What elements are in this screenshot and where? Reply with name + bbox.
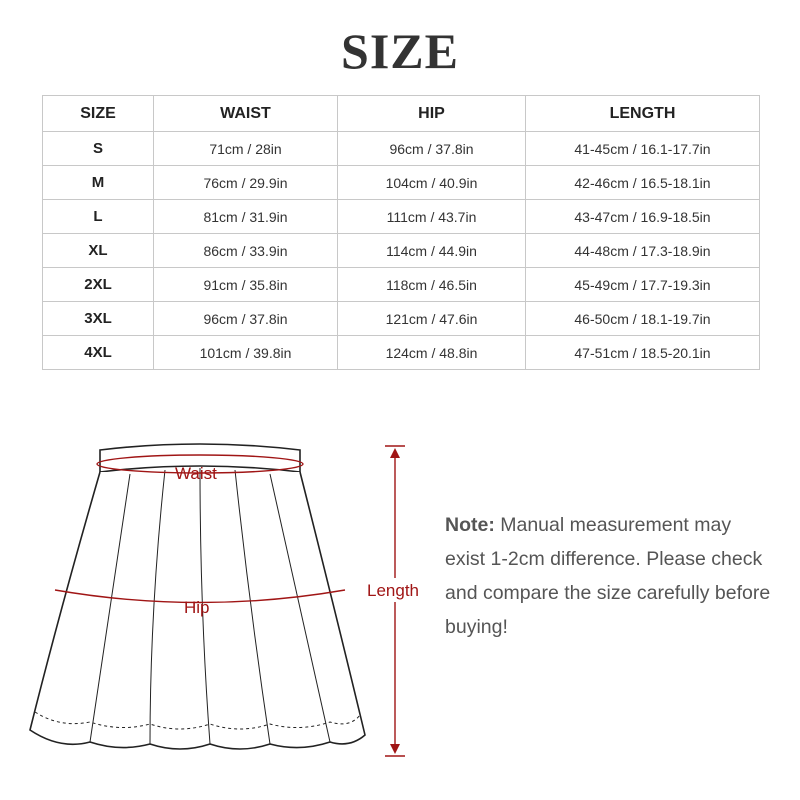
waist-measure-line [96, 454, 304, 474]
cell-size: 3XL [42, 301, 154, 336]
cell-length: 44-48cm / 17.3-18.9in [525, 233, 760, 268]
cell-waist: 76cm / 29.9in [153, 165, 338, 200]
cell-length: 42-46cm / 16.5-18.1in [525, 165, 760, 200]
cell-hip: 121cm / 47.6in [337, 301, 526, 336]
cell-size: M [42, 165, 154, 200]
table-row: 4XL 101cm / 39.8in 124cm / 48.8in 47-51cm /… [42, 335, 760, 370]
cell-waist: 81cm / 31.9in [153, 199, 338, 234]
header-length: LENGTH [525, 95, 760, 132]
cell-hip: 96cm / 37.8in [337, 131, 526, 166]
table-row: L 81cm / 31.9in 111cm / 43.7in 43-47cm / 16… [42, 199, 760, 234]
cell-hip: 118cm / 46.5in [337, 267, 526, 302]
cell-hip: 111cm / 43.7in [337, 199, 526, 234]
cell-length: 46-50cm / 18.1-19.7in [525, 301, 760, 336]
length-label: Length [367, 581, 419, 600]
cell-waist: 91cm / 35.8in [153, 267, 338, 302]
size-table: SIZE WAIST HIP LENGTH S 71cm / 28in 96cm /… [42, 95, 760, 370]
note: Note: Manual measurement may exist 1-2cm… [445, 508, 775, 644]
skirt-diagram [29, 443, 425, 757]
header-waist: WAIST [153, 95, 338, 132]
cell-length: 43-47cm / 16.9-18.5in [525, 199, 760, 234]
waist-label: Waist [175, 464, 217, 483]
cell-waist: 96cm / 37.8in [153, 301, 338, 336]
cell-size: 4XL [42, 335, 154, 370]
hip-measure-line [54, 589, 346, 604]
hip-label: Hip [184, 598, 210, 617]
table-row: S 71cm / 28in 96cm / 37.8in 41-45cm / 16.1-… [42, 131, 760, 166]
cell-size: S [42, 131, 154, 166]
cell-hip: 124cm / 48.8in [337, 335, 526, 370]
cell-size: L [42, 199, 154, 234]
cell-size: 2XL [42, 267, 154, 302]
skirt-outline [29, 471, 366, 750]
cell-length: 41-45cm / 16.1-17.7in [525, 131, 760, 166]
cell-length: 47-51cm / 18.5-20.1in [525, 335, 760, 370]
page-title: SIZE [341, 23, 459, 79]
cell-hip: 104cm / 40.9in [337, 165, 526, 200]
table-row: XL 86cm / 33.9in 114cm / 44.9in 44-48cm / 1… [42, 233, 760, 268]
cell-waist: 86cm / 33.9in [153, 233, 338, 268]
table-row: 3XL 96cm / 37.8in 121cm / 47.6in 46-50cm / … [42, 301, 760, 336]
table-header-row: SIZE WAIST HIP LENGTH [42, 95, 760, 132]
header-hip: HIP [337, 95, 526, 132]
cell-waist: 71cm / 28in [153, 131, 338, 166]
cell-length: 45-49cm / 17.7-19.3in [525, 267, 760, 302]
header-size: SIZE [42, 95, 154, 132]
cell-size: XL [42, 233, 154, 268]
cell-waist: 101cm / 39.8in [153, 335, 338, 370]
note-text: Manual measurement may exist 1-2cm diffe… [445, 514, 771, 638]
table-row: 2XL 91cm / 35.8in 118cm / 46.5in 45-49cm / … [42, 267, 760, 302]
table-row: M 76cm / 29.9in 104cm / 40.9in 42-46cm / 16… [42, 165, 760, 200]
note-label: Note: [445, 514, 495, 536]
cell-hip: 114cm / 44.9in [337, 233, 526, 268]
